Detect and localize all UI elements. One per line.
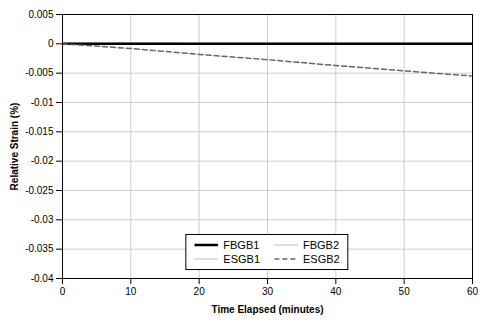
svg-text:-0.005: -0.005 — [25, 67, 54, 78]
svg-text:-0.015: -0.015 — [25, 126, 54, 137]
svg-text:-0.025: -0.025 — [25, 185, 54, 196]
svg-text:30: 30 — [262, 286, 274, 297]
svg-text:Time Elapsed (minutes): Time Elapsed (minutes) — [211, 304, 323, 315]
html-text:ESGB2: ESGB2 — [303, 253, 340, 265]
svg-text:20: 20 — [194, 286, 206, 297]
svg-text:40: 40 — [330, 286, 342, 297]
svg-text:10: 10 — [125, 286, 137, 297]
html-text:FBGB1: FBGB1 — [223, 239, 260, 251]
svg-text:-0.03: -0.03 — [31, 214, 54, 225]
svg-text:0.005: 0.005 — [28, 9, 53, 20]
svg-text:0: 0 — [60, 286, 66, 297]
svg-text:-0.04: -0.04 — [31, 273, 54, 284]
svg-text:-0.035: -0.035 — [25, 243, 54, 254]
svg-text:-0.01: -0.01 — [31, 97, 54, 108]
svg-text:0: 0 — [48, 38, 54, 49]
svg-text:Relative Strain (%): Relative Strain (%) — [9, 103, 20, 191]
html-text:ESGB1: ESGB1 — [223, 253, 260, 265]
svg-text:50: 50 — [399, 286, 411, 297]
svg-text:-0.02: -0.02 — [31, 155, 54, 166]
html-text:FBGB2: FBGB2 — [303, 239, 340, 251]
svg-text:60: 60 — [467, 286, 479, 297]
